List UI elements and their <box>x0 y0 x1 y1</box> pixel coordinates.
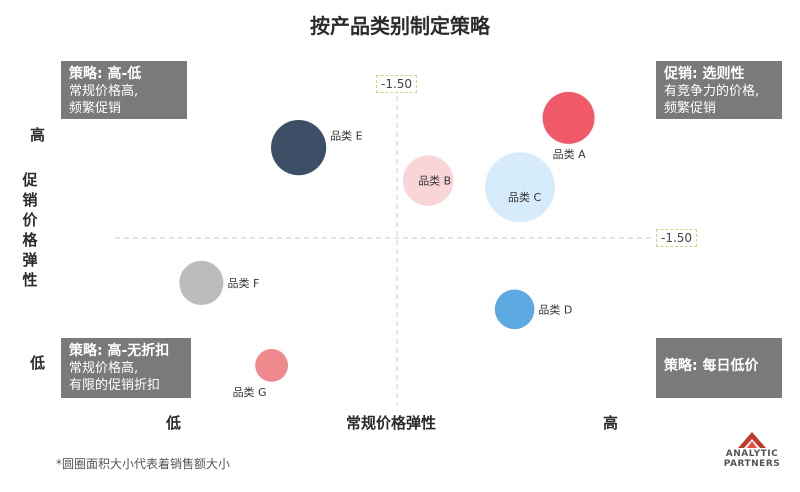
vertical-reference-label: -1.50 <box>376 75 418 93</box>
quadrant-body-top-right: 有竞争力的价格, 频繁促销 <box>664 84 760 116</box>
quadrant-body-bottom-left: 常规价格高, 有限的促销折扣 <box>69 361 161 393</box>
logo-text-line1: ANALYTIC <box>725 449 779 459</box>
company-logo: ANALYTIC PARTNERS <box>716 432 788 469</box>
y-axis-high-label: 高 <box>30 126 46 144</box>
x-axis-high-label: 高 <box>603 414 619 432</box>
horizontal-reference-label: -1.50 <box>656 229 698 247</box>
logo-mark-icon <box>738 432 766 448</box>
logo-text-line2: PARTNERS <box>723 459 781 469</box>
data-point-label-7: 品类 G <box>233 385 267 399</box>
data-point-label-1: 品类 A <box>553 147 586 161</box>
quadrant-box-top-left: 策略: 高-低 常规价格高, 频繁促销 <box>61 61 187 119</box>
x-axis-title: 常规价格弹性 <box>346 414 437 432</box>
data-point-3 <box>485 152 555 223</box>
data-point-6 <box>179 260 224 305</box>
quadrant-box-bottom-right: 策略: 每日低价 <box>656 338 782 398</box>
quadrant-head-bottom-left: 策略: 高-无折扣 <box>69 343 170 359</box>
data-point-1 <box>542 91 595 144</box>
data-point-2 <box>403 155 454 206</box>
quadrant-head-top-left: 策略: 高-低 <box>69 66 142 82</box>
y-axis-low-label: 低 <box>30 354 46 372</box>
data-point-label-6: 品类 F <box>228 276 260 290</box>
data-point-7 <box>255 349 288 382</box>
quadrant-body-top-left: 常规价格高, 频繁促销 <box>69 84 139 116</box>
points-layer: 品类 A 品类 B 品类 C 品类 D 品类 E 品类 F 品类 G <box>179 91 595 399</box>
data-point-label-3: 品类 C <box>508 190 541 204</box>
data-point-label-2: 品类 B <box>418 174 451 188</box>
size-footnote: *圆圈面积大小代表着销售额大小 <box>56 457 231 471</box>
x-axis-low-label: 低 <box>166 414 182 432</box>
quadrant-head-top-right: 促销: 选则性 <box>664 66 745 82</box>
quadrant-head-bottom-right: 策略: 每日低价 <box>664 358 759 374</box>
data-point-5 <box>271 120 327 176</box>
data-point-4 <box>494 289 535 330</box>
y-axis-title: 促销价格弹性 <box>22 171 38 289</box>
quadrant-box-top-right: 促销: 选则性 有竞争力的价格, 频繁促销 <box>656 61 782 119</box>
quadrant-box-bottom-left: 策略: 高-无折扣 常规价格高, 有限的促销折扣 <box>61 338 191 398</box>
chart-title: 按产品类别制定策略 <box>310 14 490 38</box>
data-point-label-5: 品类 E <box>330 129 362 143</box>
data-point-label-4: 品类 D <box>538 302 572 316</box>
